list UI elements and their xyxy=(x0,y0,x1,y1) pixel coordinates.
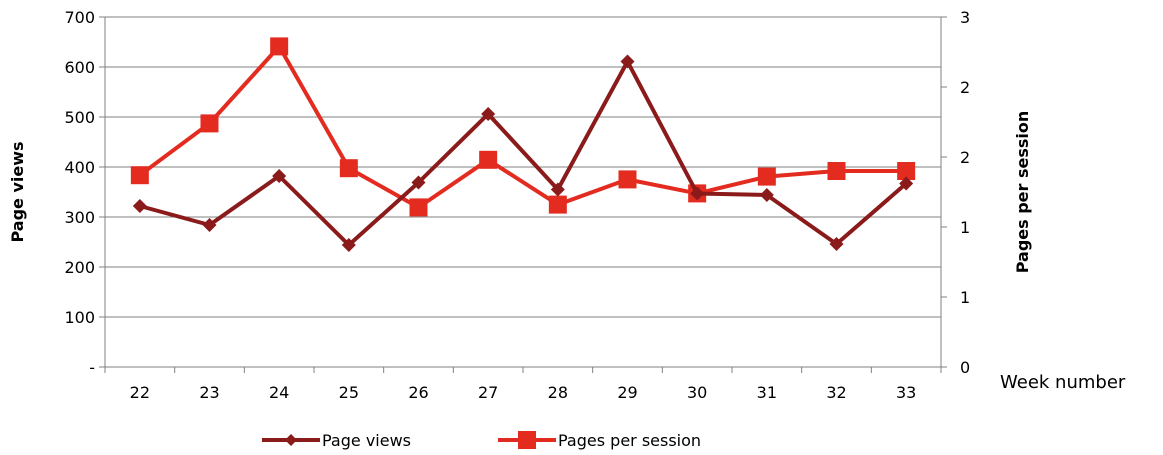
legend-label: Page views xyxy=(322,431,411,450)
legend-label: Pages per session xyxy=(558,431,701,450)
legend-item: Pages per session xyxy=(498,431,701,450)
data-point-diamond xyxy=(132,199,147,213)
gridlines xyxy=(105,16,941,318)
data-point-square xyxy=(409,198,428,217)
data-point-diamond xyxy=(411,175,426,190)
data-point-diamond xyxy=(341,238,356,252)
x-tick-label: 29 xyxy=(617,383,637,402)
legend: Page views Pages per session xyxy=(262,431,701,450)
data-point-square xyxy=(200,114,219,133)
series-pages-per-session xyxy=(130,37,916,217)
data-point-diamond xyxy=(759,188,774,202)
series-line xyxy=(138,44,907,210)
series-line xyxy=(139,59,908,247)
data-point-diamond xyxy=(899,176,914,191)
x-tick-label: 23 xyxy=(199,383,219,402)
series xyxy=(130,37,916,252)
data-point-square xyxy=(827,162,846,180)
x-tick-label: 30 xyxy=(687,383,707,402)
data-point-diamond xyxy=(202,218,217,232)
y2-tick-labels: 0 1 1 2 2 3 xyxy=(960,8,970,377)
data-point-square xyxy=(339,159,358,178)
y2-tick-label: 2 xyxy=(960,78,970,97)
data-point-diamond xyxy=(620,54,635,69)
data-point-square xyxy=(618,170,637,189)
data-point-diamond xyxy=(272,169,287,183)
y-tick-label: - xyxy=(89,358,95,377)
y-tick-label: 700 xyxy=(64,8,95,27)
data-point-diamond xyxy=(481,107,496,121)
y-tick-label: 200 xyxy=(64,258,95,277)
x-tick-labels: 22 23 24 25 26 27 28 29 30 31 32 33 xyxy=(130,383,917,402)
data-point-square xyxy=(757,167,776,186)
data-point-square xyxy=(479,150,498,169)
x-tick-label: 27 xyxy=(478,383,498,402)
x-tick-label: 33 xyxy=(896,383,916,402)
data-point-diamond xyxy=(829,237,844,251)
y2-tick-label: 0 xyxy=(960,358,970,377)
y2-tick-label: 3 xyxy=(960,8,970,27)
y-axis-title: Page views xyxy=(8,141,27,242)
series-page-views xyxy=(132,54,914,252)
data-point-square xyxy=(897,162,916,180)
y-tick-label: 600 xyxy=(64,58,95,77)
axes xyxy=(99,16,947,373)
y2-tick-label: 2 xyxy=(960,148,970,167)
x-tick-label: 25 xyxy=(339,383,359,402)
y-tick-label: 500 xyxy=(64,108,95,127)
data-point-diamond xyxy=(550,182,565,197)
x-tick-label: 26 xyxy=(408,383,428,402)
x-tick-label: 22 xyxy=(130,383,150,402)
data-point-diamond xyxy=(690,186,705,201)
data-point-square xyxy=(548,195,567,214)
data-point-square xyxy=(270,37,289,56)
y2-axis-title: Pages per session xyxy=(1013,111,1032,274)
data-point-square xyxy=(130,166,149,185)
y-tick-label: 300 xyxy=(64,208,95,227)
x-axis-title: Week number xyxy=(1000,372,1126,393)
x-tick-label: 28 xyxy=(548,383,568,402)
y2-tick-label: 1 xyxy=(960,218,970,237)
y-tick-label: 400 xyxy=(64,158,95,177)
y2-tick-label: 1 xyxy=(960,288,970,307)
legend-item: Page views xyxy=(262,431,411,450)
legend-marker-square xyxy=(518,431,536,449)
x-tick-label: 24 xyxy=(269,383,289,402)
y-tick-label: 100 xyxy=(64,308,95,327)
x-tick-label: 32 xyxy=(826,383,846,402)
x-tick-label: 31 xyxy=(757,383,777,402)
legend-marker-diamond xyxy=(285,434,297,446)
y-tick-labels: - 100 200 300 400 500 600 700 xyxy=(64,8,95,377)
